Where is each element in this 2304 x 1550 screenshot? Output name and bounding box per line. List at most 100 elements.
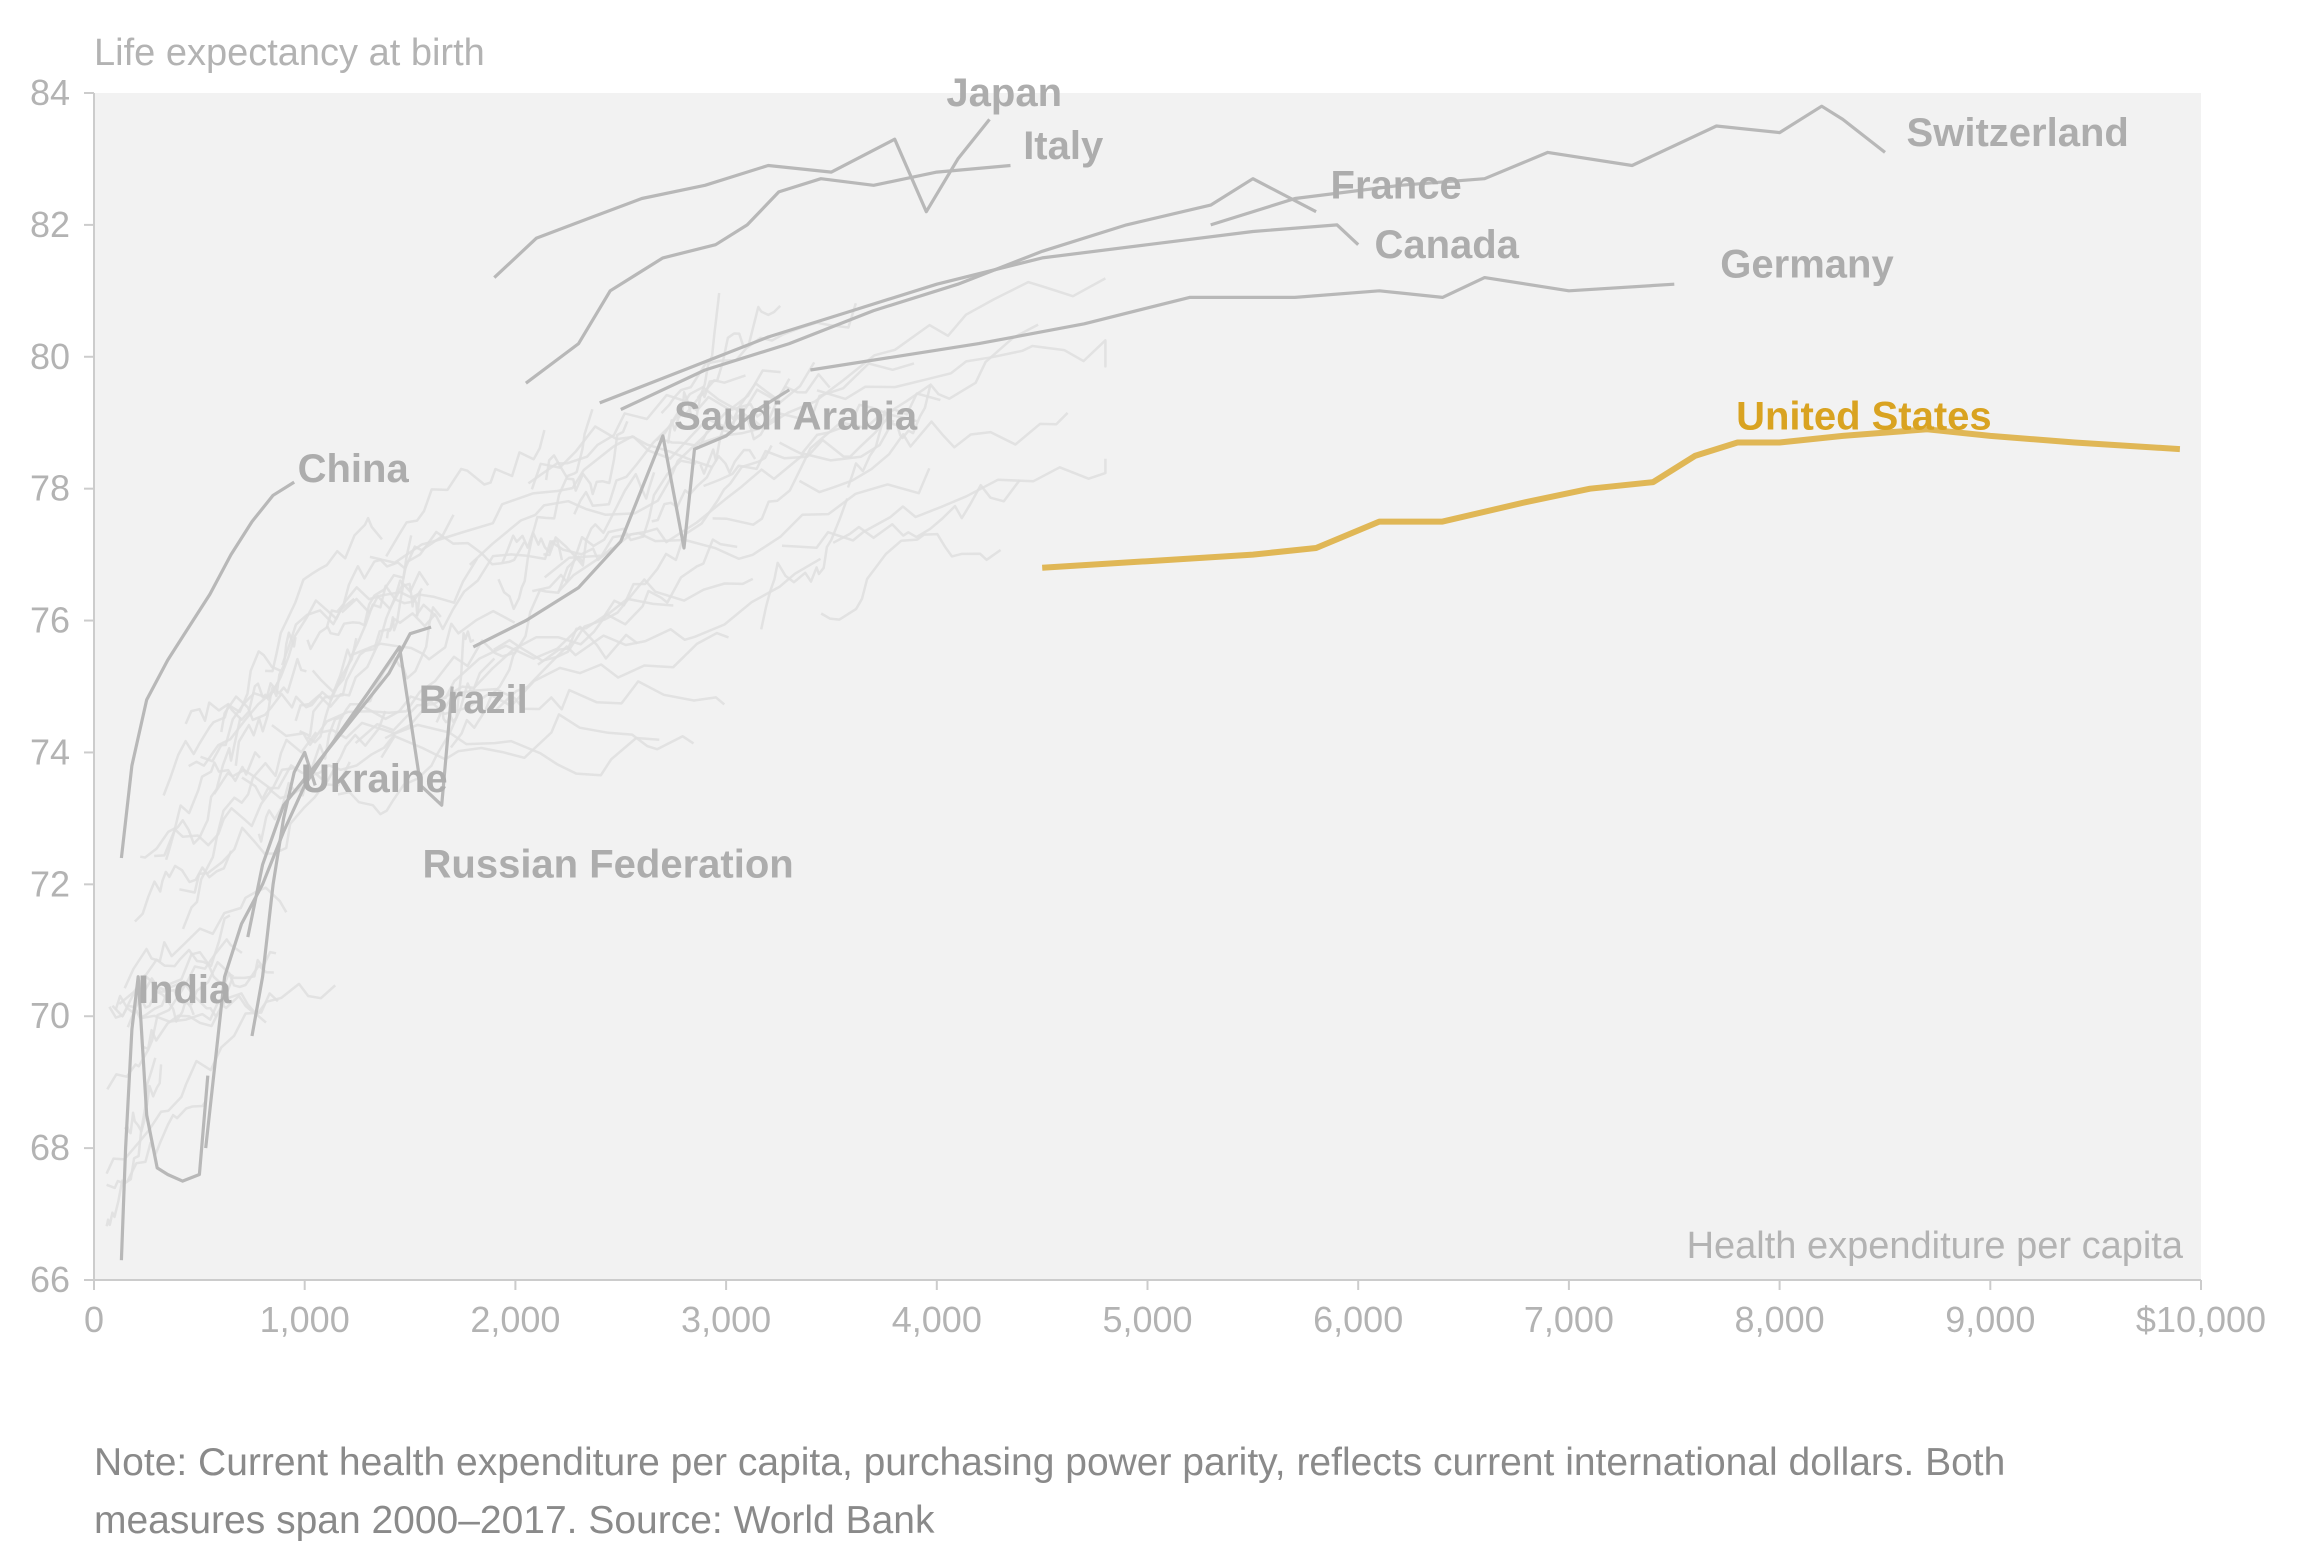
background-trajectory [380,713,695,761]
background-trajectory [651,448,757,523]
background-trajectory [126,960,274,1028]
y-tick-label: 84 [30,72,70,113]
country-label-india: India [138,968,232,1012]
background-trajectory [369,435,713,564]
background-trajectory [321,721,660,777]
x-tick-label: 7,000 [1524,1299,1614,1340]
background-trajectory [493,577,754,662]
series-line-saudi-arabia [472,388,791,649]
series-line-russian-federation [204,645,454,1149]
x-tick-label: 0 [84,1299,104,1340]
background-trajectory [703,413,918,488]
background-trajectory [105,992,279,1175]
background-trajectory [108,914,231,1019]
background-trajectory [134,850,233,923]
background-trajectory [544,420,629,496]
background-trajectory [543,467,931,579]
background-trajectory [532,459,697,593]
background-trajectory [798,412,1069,494]
series-line-canada [599,223,1360,405]
country-label-canada: Canada [1374,223,1519,267]
country-label-china: China [298,447,410,491]
y-tick-label: 66 [30,1259,70,1300]
series-line-japan [493,118,991,279]
plot-background [94,93,2201,1280]
background-trajectory [154,751,261,858]
background-trajectory [306,535,413,651]
country-label-italy: Italy [1023,124,1104,168]
background-trajectory [493,557,822,713]
background-trajectory [311,609,516,693]
background-trajectory [111,950,235,1020]
series-line-italy [524,163,1011,385]
background-trajectory [468,369,781,566]
background-trajectory [200,657,307,763]
x-tick-label: 9,000 [1945,1299,2035,1340]
background-trajectory [139,766,297,859]
background-trajectory [294,570,430,722]
y-tick-label: 74 [30,731,70,772]
background-trajectory [114,990,195,1023]
background-trajectory [435,630,475,724]
country-label-japan: Japan [946,71,1062,115]
background-trajectory [666,292,721,444]
series-line-china [119,480,296,859]
country-label-switzerland: Switzerland [1907,111,2129,155]
x-tick-label: 4,000 [892,1299,982,1340]
y-tick-label: 70 [30,995,70,1036]
country-label-france: France [1331,164,1462,208]
source-note: Note: Current health expenditure per cap… [94,1434,2274,1550]
country-label-ukraine: Ukraine [301,757,448,801]
x-tick-label: $10,000 [2136,1299,2266,1340]
background-trajectory [234,631,297,766]
x-tick-label: 2,000 [470,1299,560,1340]
background-trajectory [265,516,383,673]
background-trajectory [846,385,932,488]
background-trajectory [140,950,277,1051]
background-trajectory [781,458,1107,550]
series-line-india [119,975,210,1261]
background-trajectory [832,479,1021,544]
x-tick-label: 8,000 [1735,1299,1825,1340]
series-line-ukraine [250,750,317,1037]
x-tick-label: 6,000 [1313,1299,1403,1340]
background-trajectory [543,472,656,567]
background-trajectory [299,612,437,738]
background-trajectory [820,532,1002,621]
background-trajectory [712,392,941,526]
background-trajectory [123,1064,163,1135]
x-tick-label: 5,000 [1102,1299,1192,1340]
background-trajectory [816,339,1107,401]
background-trajectory [660,302,857,414]
source-note-text: Note: Current health expenditure per cap… [94,1441,2006,1542]
background-trajectory [139,982,337,1023]
y-axis: 66 68 70 72 74 76 78 80 82 84 [30,72,95,1300]
background-trajectory [530,361,816,490]
background-trajectory [188,597,355,768]
background-trajectory [501,408,594,563]
y-tick-label: 72 [30,863,70,904]
country-labels: Japan Italy Switzerland France Canada Germany… [138,71,2129,1012]
y-tick-label: 76 [30,600,70,641]
background-trajectory [306,584,424,744]
background-trajectory [537,538,738,666]
background-trajectory [759,498,849,630]
y-tick-label: 78 [30,468,70,509]
background-trajectory [179,761,351,894]
x-axis: 0 1,000 2,000 3,000 4,000 5,000 6,000 7,000 8,00… [84,1279,2266,1340]
y-axis-title: Life expectancy at birth [94,32,485,74]
background-trajectory [573,374,746,515]
series-line-united-states [1042,426,2181,571]
background-trajectory [664,373,831,449]
background-trajectory [449,555,584,749]
country-label-germany: Germany [1720,243,1894,287]
background-trajectory [332,606,442,744]
background-trajectory [385,429,546,558]
background-trajectory [181,731,318,930]
country-label-saudi-arabia: Saudi Arabia [674,394,918,438]
x-tick-label: 3,000 [681,1299,771,1340]
background-trajectory [280,557,479,666]
background-trajectory [271,639,517,747]
